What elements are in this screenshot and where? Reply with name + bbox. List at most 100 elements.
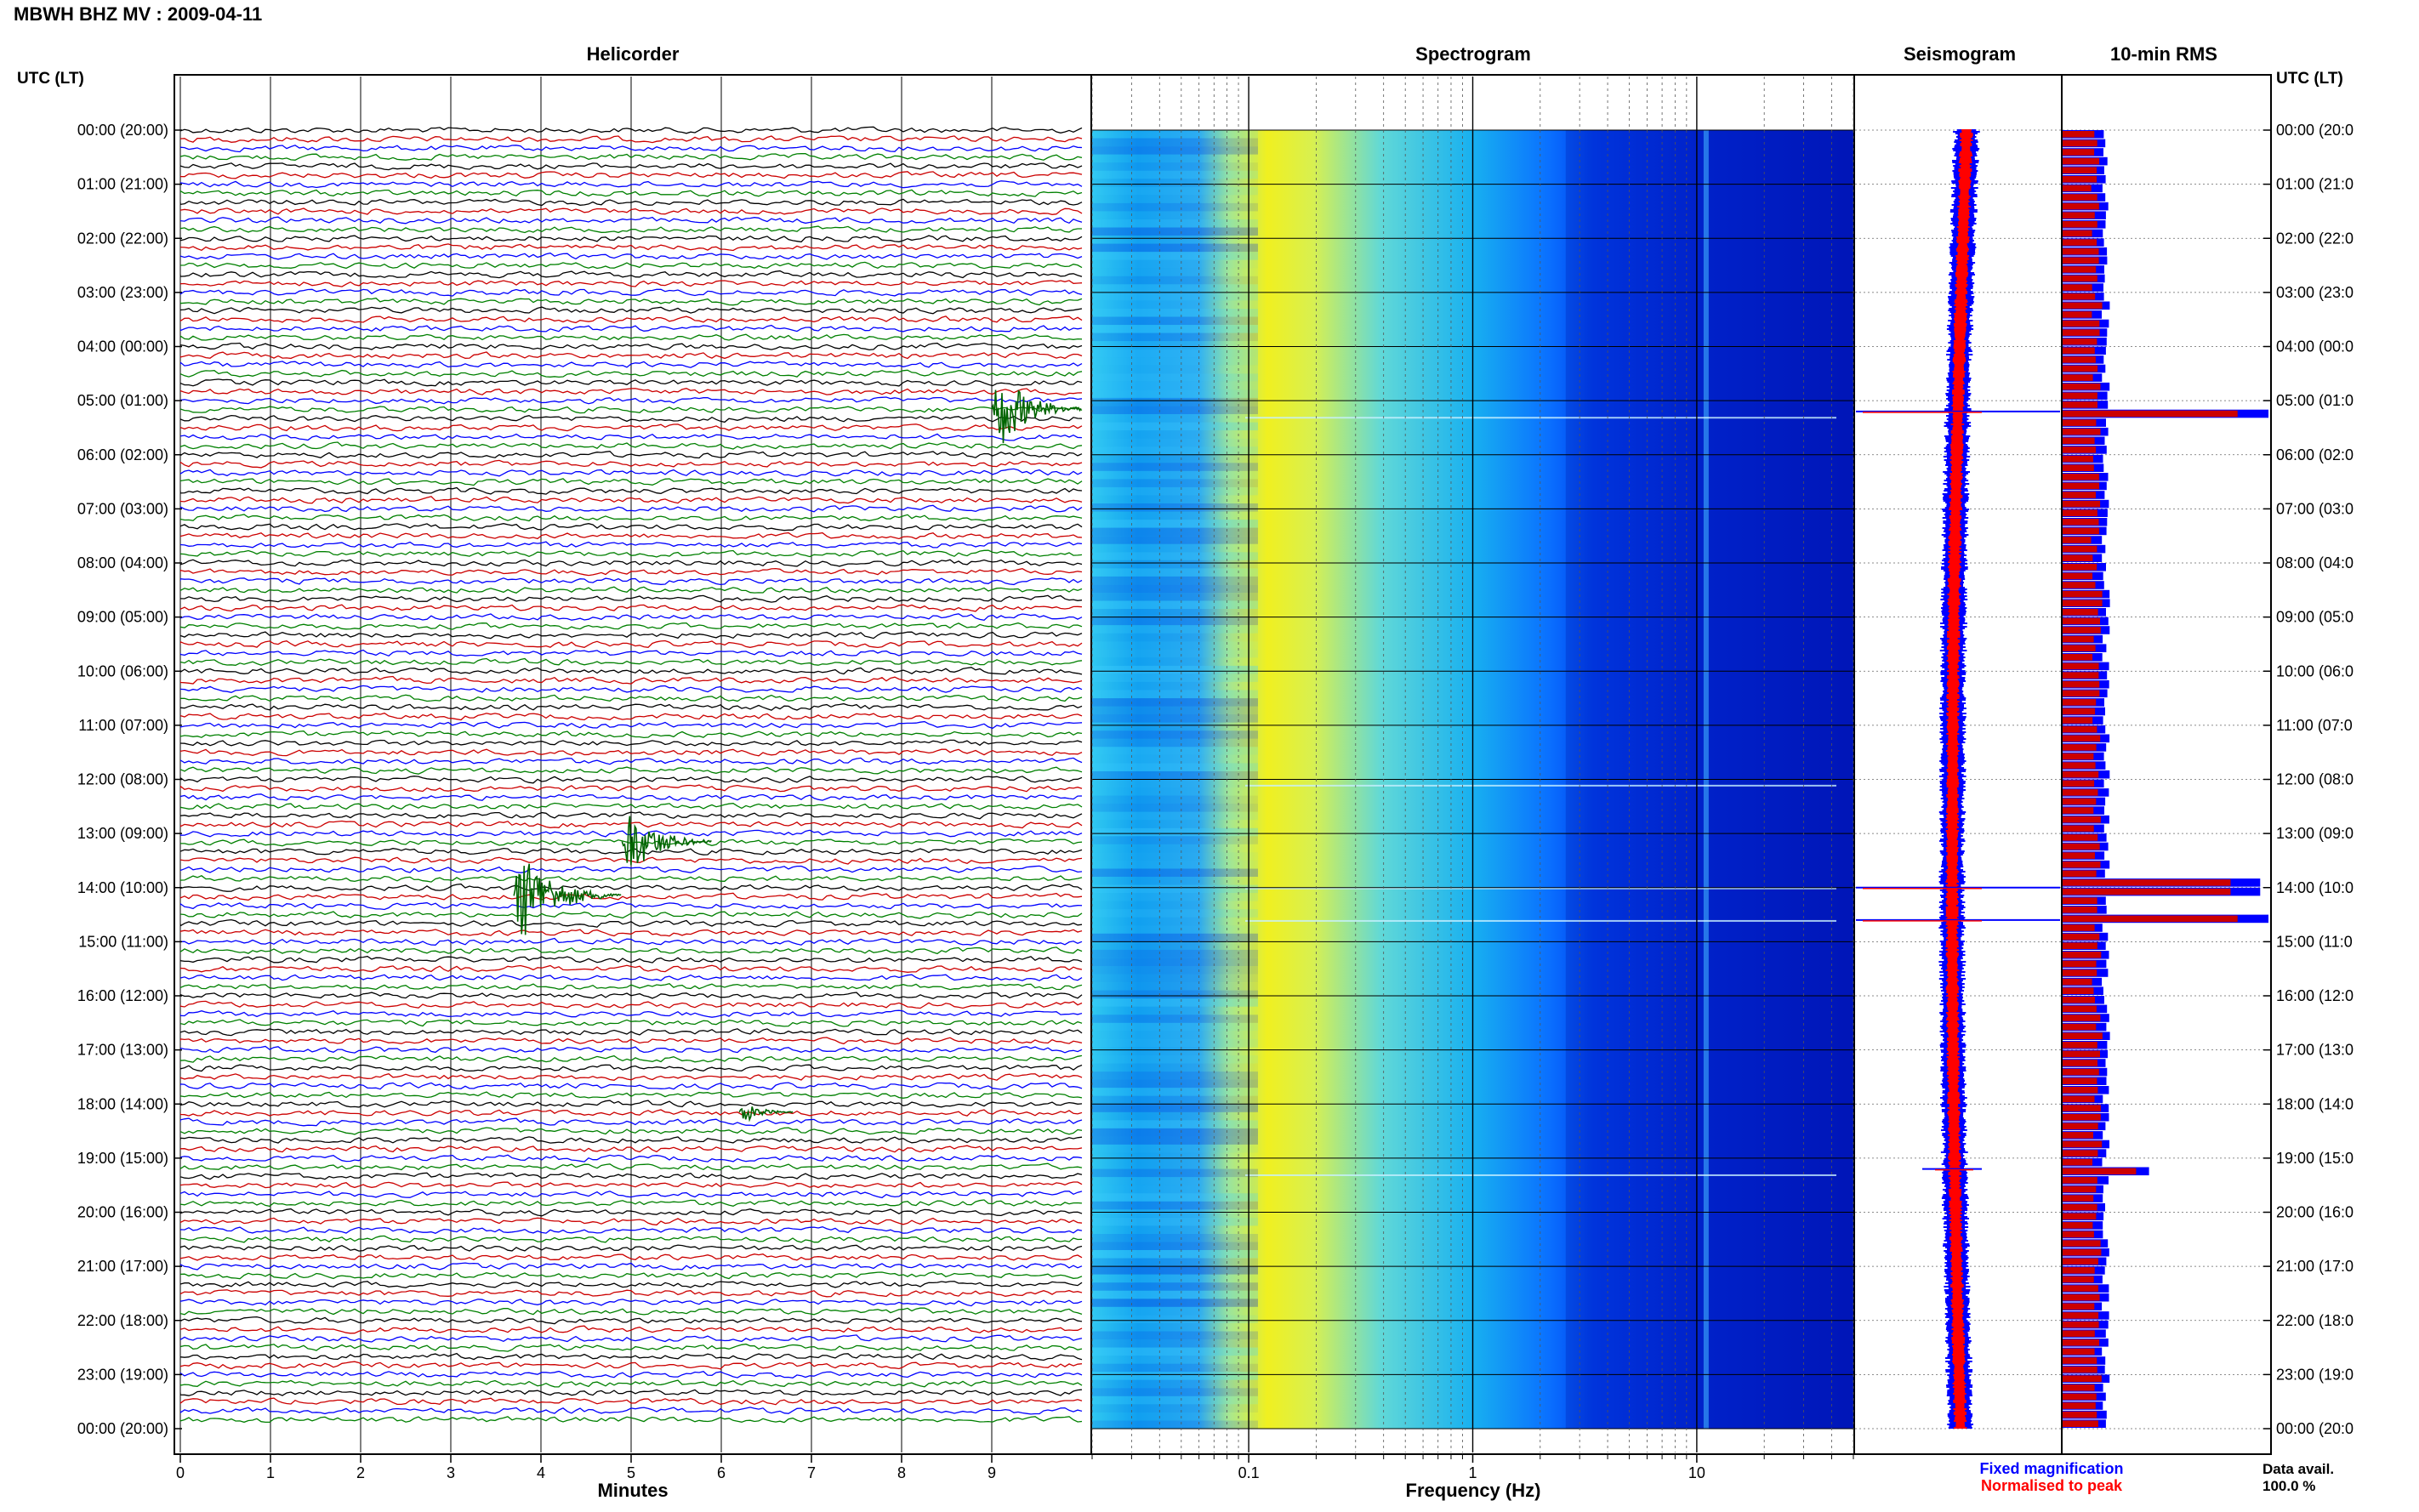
right-time-label: 21:00 (17:0 [2276, 1258, 2354, 1275]
rms-bar-normalised [2063, 1339, 2099, 1346]
rms-bar-normalised [2063, 1330, 2095, 1337]
rms-bar-normalised [2063, 239, 2097, 246]
spectrogram-row [1092, 1388, 1259, 1396]
spectrogram-row [1092, 1185, 1259, 1194]
spectrogram-row [1092, 349, 1259, 358]
spectrogram-row [1092, 138, 1259, 146]
spectrogram-row [1092, 804, 1259, 812]
spectrogram-row [1092, 1079, 1259, 1089]
spectrogram-row [1092, 795, 1259, 804]
left-time-label: 19:00 (15:00) [77, 1150, 168, 1167]
helicorder-trace [180, 1370, 1083, 1378]
spectrogram-row [1092, 1299, 1259, 1307]
rms-bar-normalised [2063, 662, 2099, 670]
rms-bar-normalised [2063, 202, 2099, 210]
spectrogram-row [1092, 754, 1259, 764]
rms-bar-normalised [2063, 645, 2096, 651]
spectrogram-row [1092, 1095, 1259, 1105]
spectrogram-row [1092, 486, 1259, 496]
spectrogram-row [1092, 422, 1259, 431]
spectrogram-row [1092, 243, 1259, 253]
spectrogram-row [1092, 779, 1259, 787]
rms-bar-normalised [2063, 410, 2238, 418]
spectrogram-row [1092, 1363, 1259, 1373]
helicorder-trace [180, 1299, 1083, 1307]
helicorder-x-tick-label: 3 [447, 1464, 455, 1481]
spectrogram-row [1092, 373, 1259, 382]
rms-bar-normalised [2063, 329, 2100, 336]
spectrogram-row [1092, 1379, 1259, 1389]
helicorder-trace [180, 414, 1083, 423]
rms-bar-normalised [2063, 464, 2094, 471]
helicorder-trace [180, 216, 1083, 225]
spectrogram-row [1092, 657, 1258, 666]
rms-bar-normalised [2063, 1168, 2137, 1175]
spectrogram-row [1092, 1282, 1259, 1291]
helicorder-trace [180, 225, 1082, 234]
helicorder-trace [180, 1136, 1083, 1144]
helicorder-trace [180, 523, 1083, 531]
helicorder-trace [180, 1028, 1083, 1037]
helicorder-trace [180, 1389, 1083, 1396]
spectrogram-row [1092, 901, 1258, 910]
helicorder-trace [180, 631, 1083, 639]
spectrogram-xlabel: Frequency (Hz) [1406, 1480, 1541, 1501]
rms-bar-normalised [2063, 770, 2099, 778]
helicorder-frame [174, 74, 1092, 1455]
spectrogram-row [1092, 496, 1258, 504]
spectrogram-row [1092, 918, 1258, 926]
helicorder-trace [180, 694, 1083, 702]
rms-bar-normalised [2063, 807, 2094, 814]
right-time-label: 13:00 (09:0 [2276, 825, 2354, 842]
spectrogram-row [1092, 1274, 1259, 1283]
helicorder-trace [180, 675, 1083, 685]
helicorder-trace [180, 1054, 1083, 1063]
helicorder-trace [180, 657, 1083, 666]
spectrogram-row [1092, 1420, 1259, 1429]
helicorder-trace [180, 937, 1083, 946]
rms-bar-normalised [2063, 680, 2100, 688]
spectrogram-row [1092, 877, 1258, 885]
helicorder-x-tick-label: 2 [356, 1464, 365, 1481]
rms-bar-normalised [2063, 212, 2095, 219]
helicorder-trace [180, 1199, 1083, 1208]
helicorder-trace [180, 153, 1083, 161]
rms-bar-normalised [2063, 275, 2097, 282]
helicorder-trace [180, 829, 1083, 838]
spectrogram-row [1092, 1242, 1259, 1250]
helicorder-trace [180, 1117, 1083, 1127]
helicorder-trace [180, 369, 1083, 378]
rms-bar-normalised [2063, 1077, 2097, 1084]
helicorder-x-tick-label: 6 [717, 1464, 726, 1481]
left-time-label: 08:00 (04:00) [77, 554, 168, 571]
helicorder-trace [180, 667, 1083, 675]
spectrogram-event-streak [1245, 1174, 1836, 1176]
spectrogram-row [1092, 1323, 1258, 1332]
rms-bar-normalised [2063, 554, 2093, 561]
rms-bar-normalised [2063, 834, 2098, 841]
left-time-label: 02:00 (22:00) [77, 230, 168, 247]
helicorder-trace [180, 243, 1083, 252]
spectrogram-row [1092, 292, 1259, 301]
helicorder-trace [180, 145, 1083, 153]
helicorder-trace [180, 955, 1083, 963]
spectrogram-row [1092, 998, 1259, 1007]
spectrogram-row [1092, 1356, 1259, 1364]
spectrogram-grid [1091, 77, 1854, 1452]
helicorder-trace [180, 1100, 1083, 1108]
helicorder-trace [180, 171, 1083, 179]
rms-bar-normalised [2063, 185, 2092, 192]
spectrogram-row [1092, 787, 1259, 796]
helicorder-trace [180, 388, 1083, 396]
spectrogram-row [1092, 397, 1259, 406]
rms-bar-normalised [2063, 888, 2231, 895]
spectrogram-row [1092, 600, 1259, 609]
helicorder-event [621, 816, 712, 866]
rms-bar-normalised [2063, 861, 2101, 868]
rms-bar-normalised [2063, 419, 2097, 426]
helicorder-trace [180, 1289, 1083, 1298]
helicorder-trace [180, 406, 1083, 414]
rms-bar-normalised [2063, 762, 2096, 769]
rms-bar-normalised [2063, 600, 2103, 606]
rms-bar-normalised [2063, 1285, 2098, 1292]
